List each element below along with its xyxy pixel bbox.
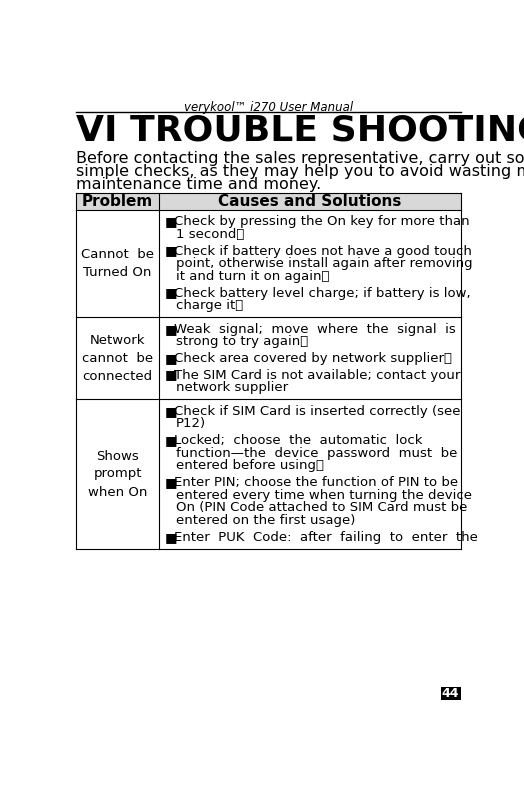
Text: Check by pressing the On key for more than: Check by pressing the On key for more th… [174,215,470,228]
Text: The SIM Card is not available; contact your: The SIM Card is not available; contact y… [174,369,461,381]
Text: 1 second；: 1 second； [176,228,244,241]
Text: Before contacting the sales representative, carry out some: Before contacting the sales representati… [77,151,524,166]
Text: Check if battery does not have a good touch: Check if battery does not have a good to… [174,244,472,258]
Text: ■: ■ [165,369,177,381]
Text: ■: ■ [165,434,177,447]
Text: entered on the first usage): entered on the first usage) [176,514,355,527]
Bar [77,193,461,210]
Text: VI TROUBLE SHOOTING: VI TROUBLE SHOOTING [77,113,524,147]
Text: Enter PIN; choose the function of PIN to be: Enter PIN; choose the function of PIN to… [174,476,459,489]
Text: Check area covered by network supplier；: Check area covered by network supplier； [174,352,453,365]
Text: network supplier: network supplier [176,381,288,394]
Text: entered every time when turning the device: entered every time when turning the devi… [176,488,472,502]
Text: point, otherwise install again after removing: point, otherwise install again after rem… [176,257,473,270]
Text: Shows
prompt
when On: Shows prompt when On [88,450,147,499]
Text: ■: ■ [165,286,177,300]
Text: ■: ■ [165,244,177,258]
Text: Network
cannot  be
connected: Network cannot be connected [82,334,153,383]
Text: it and turn it on again；: it and turn it on again； [176,270,330,283]
Text: verykool™ i270 User Manual: verykool™ i270 User Manual [184,102,353,114]
Text: simple checks, as they may help you to avoid wasting more: simple checks, as they may help you to a… [77,163,524,178]
Text: maintenance time and money.: maintenance time and money. [77,177,322,192]
Text: P12): P12) [176,417,206,431]
Text: Check battery level charge; if battery is low,: Check battery level charge; if battery i… [174,286,471,300]
Text: Enter  PUK  Code:  after  failing  to  enter  the: Enter PUK Code: after failing to enter t… [174,531,478,543]
Text: ■: ■ [165,215,177,228]
Text: ■: ■ [165,531,177,543]
Text: entered before using；: entered before using； [176,459,324,473]
Text: strong to try again；: strong to try again； [176,335,308,348]
Text: 44: 44 [442,687,460,699]
Text: function—the  device  password  must  be: function—the device password must be [176,446,457,460]
Text: Check if SIM Card is inserted correctly (see: Check if SIM Card is inserted correctly … [174,404,461,418]
Bar [441,687,461,699]
Text: ■: ■ [165,404,177,418]
Text: ■: ■ [165,476,177,489]
Text: ■: ■ [165,323,177,335]
Text: Locked;  choose  the  automatic  lock: Locked; choose the automatic lock [174,434,423,447]
Text: ■: ■ [165,352,177,365]
Text: Causes and Solutions: Causes and Solutions [218,194,401,209]
Text: On (PIN Code attached to SIM Card must be: On (PIN Code attached to SIM Card must b… [176,501,467,515]
Text: Cannot  be
Turned On: Cannot be Turned On [81,248,154,279]
Text: charge it；: charge it； [176,299,243,312]
Text: Weak  signal;  move  where  the  signal  is: Weak signal; move where the signal is [174,323,456,335]
Text: Problem: Problem [82,194,154,209]
